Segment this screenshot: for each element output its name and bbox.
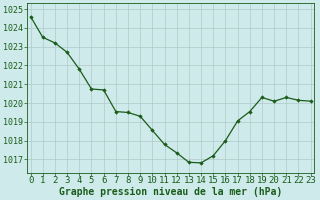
X-axis label: Graphe pression niveau de la mer (hPa): Graphe pression niveau de la mer (hPa): [59, 186, 282, 197]
